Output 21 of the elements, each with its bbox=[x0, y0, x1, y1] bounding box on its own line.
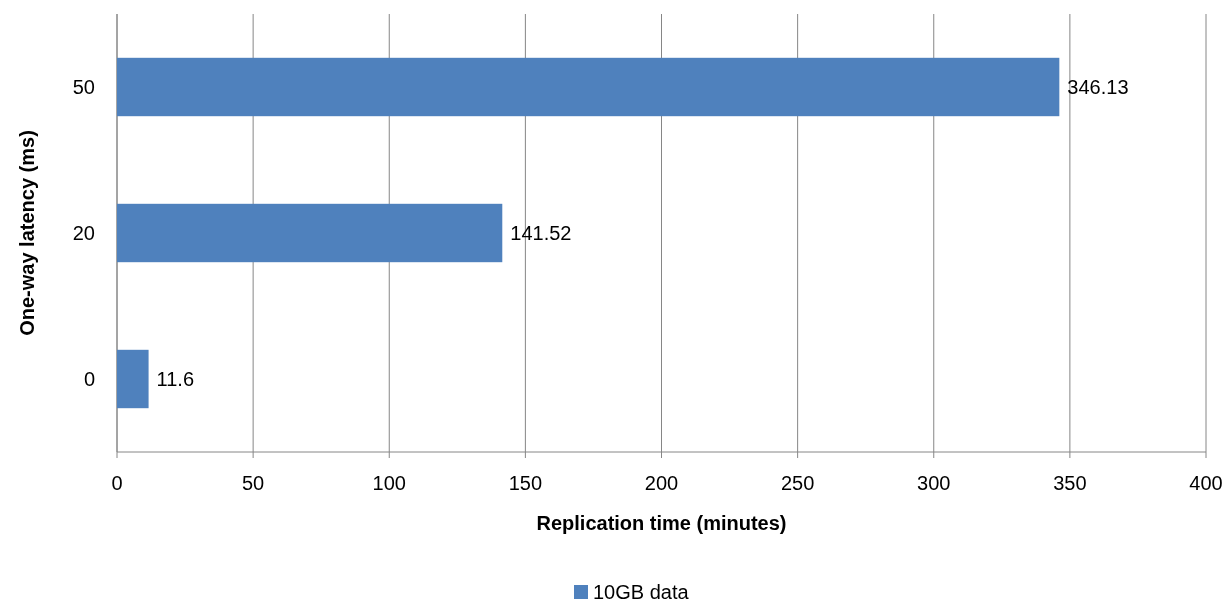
y-tick-label: 20 bbox=[72, 222, 95, 244]
bar bbox=[117, 349, 149, 409]
x-tick-label: 400 bbox=[1189, 472, 1223, 494]
legend-label: 10GB data bbox=[593, 581, 690, 601]
x-tick-label: 250 bbox=[780, 472, 815, 494]
data-label: 346.13 bbox=[1067, 76, 1129, 98]
x-tick-label: 200 bbox=[644, 472, 679, 494]
bar bbox=[117, 57, 1060, 117]
x-tick-label: 50 bbox=[242, 472, 265, 494]
x-tick-label: 0 bbox=[111, 472, 123, 494]
x-tick-label: 300 bbox=[917, 472, 951, 494]
y-axis-title: One-way latency (ms) bbox=[16, 130, 38, 336]
data-label: 141.52 bbox=[510, 222, 572, 244]
data-label: 11.6 bbox=[156, 368, 195, 390]
y-tick-label: 50 bbox=[72, 76, 95, 98]
x-tick-label: 150 bbox=[508, 472, 543, 494]
y-tick-label: 0 bbox=[83, 368, 95, 390]
x-axis-title: Replication time (minutes) bbox=[536, 512, 787, 534]
x-tick-label: 100 bbox=[372, 472, 406, 494]
x-tick-label: 350 bbox=[1053, 472, 1087, 494]
bar bbox=[117, 203, 503, 263]
